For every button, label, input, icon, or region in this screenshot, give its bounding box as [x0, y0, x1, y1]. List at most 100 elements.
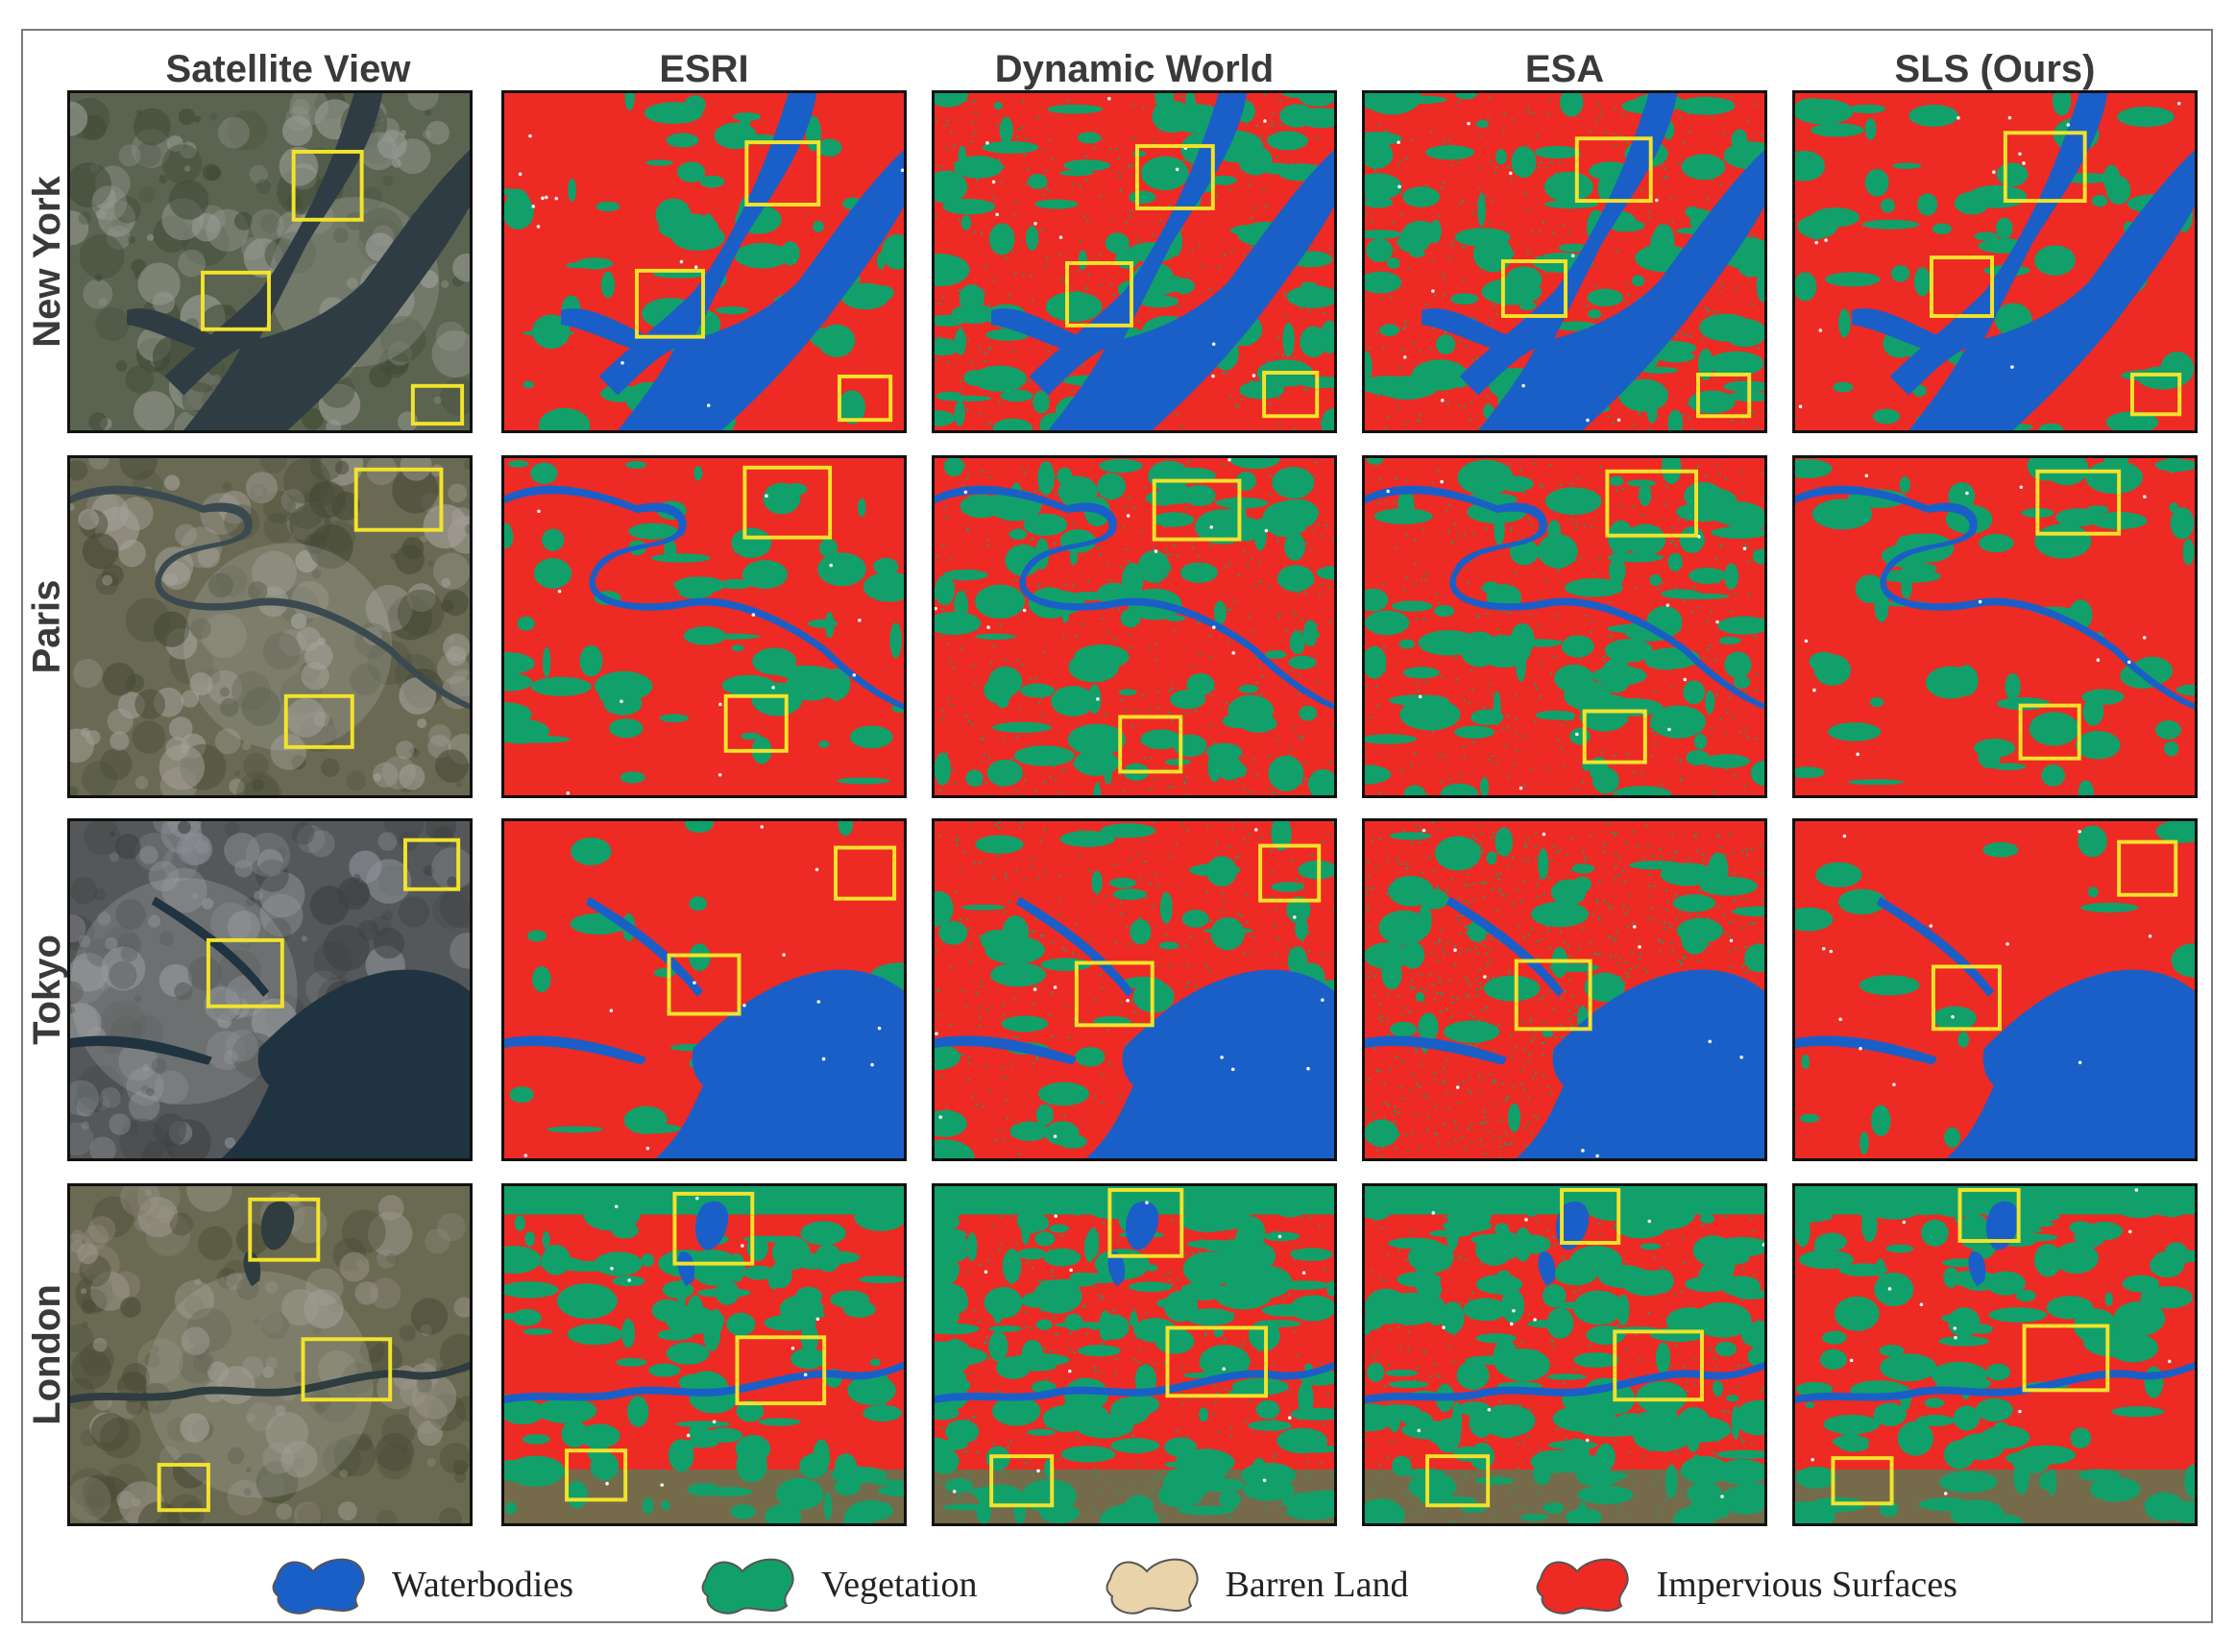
highlight-box — [1605, 469, 1698, 538]
figure-frame — [21, 29, 2213, 1623]
land-cover-map — [504, 458, 904, 795]
legend-label-waterbodies: Waterbodies — [392, 1565, 573, 1605]
barren-land-swatch-icon — [1106, 1558, 1198, 1615]
land-cover-map — [504, 93, 904, 430]
highlight-box — [744, 140, 821, 206]
legend-item-impervious-surfaces: Impervious Surfaces — [1533, 1550, 1957, 1619]
tile-new-york-dynamic-world — [932, 90, 1337, 433]
highlight-box — [742, 465, 833, 540]
tile-paris-esa — [1362, 455, 1767, 798]
highlight-box — [1118, 715, 1183, 774]
highlight-box — [672, 1191, 755, 1266]
highlight-box — [635, 268, 705, 339]
highlight-box — [1929, 255, 1995, 318]
highlight-box — [1560, 1187, 1621, 1245]
land-cover-map — [1365, 1186, 1764, 1523]
highlight-box — [989, 1454, 1055, 1508]
highlight-box — [301, 1337, 393, 1402]
highlight-box — [1152, 478, 1242, 542]
highlight-box — [157, 1463, 210, 1513]
highlight-box — [402, 838, 461, 891]
land-cover-map — [935, 1186, 1334, 1523]
highlight-box — [565, 1448, 628, 1502]
highlight-box — [1931, 964, 2002, 1032]
satellite-image — [70, 93, 470, 430]
column-header-dynamic-world: Dynamic World — [994, 48, 1275, 90]
highlight-box — [1831, 1456, 1894, 1506]
land-cover-map — [1365, 821, 1764, 1158]
highlight-box — [283, 693, 354, 749]
highlight-box — [1165, 1325, 1268, 1398]
land-cover-map — [1365, 93, 1764, 430]
satellite-image — [70, 458, 470, 795]
vegetation-swatch-icon — [701, 1558, 794, 1615]
highlight-box — [1500, 259, 1568, 318]
highlight-box — [1696, 373, 1752, 419]
column-header-satellite-view: Satellite View — [165, 48, 411, 90]
tile-tokyo-sls-ours — [1792, 818, 2198, 1161]
land-cover-map — [1365, 458, 1764, 795]
tile-london-esri — [501, 1183, 907, 1526]
highlight-box — [206, 937, 284, 1008]
highlight-box — [1074, 960, 1154, 1028]
tile-tokyo-esri — [501, 818, 907, 1161]
highlight-box — [291, 149, 364, 222]
column-header-sls-ours: SLS (Ours) — [1894, 48, 2096, 90]
tile-london-satellite-view — [67, 1183, 473, 1526]
land-cover-map — [1795, 821, 2195, 1158]
highlight-box — [834, 845, 897, 901]
highlight-box — [2022, 1324, 2110, 1393]
legend-label-barren-land: Barren Land — [1225, 1565, 1409, 1605]
legend: Waterbodies Vegetation Barren Land Imper… — [269, 1542, 1957, 1628]
legend-label-impervious-surfaces: Impervious Surfaces — [1656, 1565, 1957, 1605]
highlight-box — [1574, 136, 1653, 204]
highlight-box — [2117, 839, 2178, 897]
land-cover-map — [504, 1186, 904, 1523]
land-cover-map — [504, 821, 904, 1158]
tile-new-york-sls-ours — [1792, 90, 2198, 433]
legend-item-waterbodies: Waterbodies — [269, 1550, 573, 1619]
highlight-box — [2129, 373, 2182, 417]
legend-item-barren-land: Barren Land — [1103, 1550, 1409, 1619]
tile-london-esa — [1362, 1183, 1767, 1526]
highlight-box — [2003, 131, 2087, 204]
land-cover-map — [1795, 93, 2195, 430]
highlight-box — [1514, 959, 1592, 1032]
tile-tokyo-satellite-view — [67, 818, 473, 1161]
highlight-box — [353, 467, 444, 532]
land-cover-map — [935, 821, 1334, 1158]
land-cover-map — [1795, 1186, 2195, 1523]
satellite-image — [70, 1186, 470, 1523]
satellite-image — [70, 821, 470, 1158]
column-header-esa: ESA — [1524, 48, 1605, 90]
highlight-box — [201, 270, 271, 331]
tile-london-sls-ours — [1792, 1183, 2198, 1526]
tile-paris-esri — [501, 455, 907, 798]
highlight-box — [1258, 843, 1322, 903]
tile-new-york-esri — [501, 90, 907, 433]
tile-new-york-esa — [1362, 90, 1767, 433]
highlight-box — [723, 693, 789, 753]
land-cover-map — [1795, 458, 2195, 795]
legend-label-vegetation: Vegetation — [820, 1565, 978, 1605]
tile-tokyo-esa — [1362, 818, 1767, 1161]
tile-paris-satellite-view — [67, 455, 473, 798]
land-cover-map — [935, 93, 1334, 430]
highlight-box — [1262, 371, 1320, 419]
highlight-box — [1425, 1454, 1491, 1508]
tile-tokyo-dynamic-world — [932, 818, 1337, 1161]
highlight-box — [1582, 709, 1647, 765]
highlight-box — [1065, 261, 1134, 328]
impervious-surfaces-swatch-icon — [1536, 1558, 1629, 1615]
highlight-box — [2018, 703, 2081, 761]
column-header-esri: ESRI — [659, 48, 749, 90]
tile-paris-sls-ours — [1792, 455, 2198, 798]
highlight-box — [248, 1197, 321, 1262]
highlight-box — [1957, 1187, 2021, 1243]
waterbodies-swatch-icon — [272, 1558, 365, 1615]
tile-new-york-satellite-view — [67, 90, 473, 433]
tile-london-dynamic-world — [932, 1183, 1337, 1526]
legend-item-vegetation: Vegetation — [698, 1550, 978, 1619]
highlight-box — [410, 383, 465, 426]
tile-paris-dynamic-world — [932, 455, 1337, 798]
